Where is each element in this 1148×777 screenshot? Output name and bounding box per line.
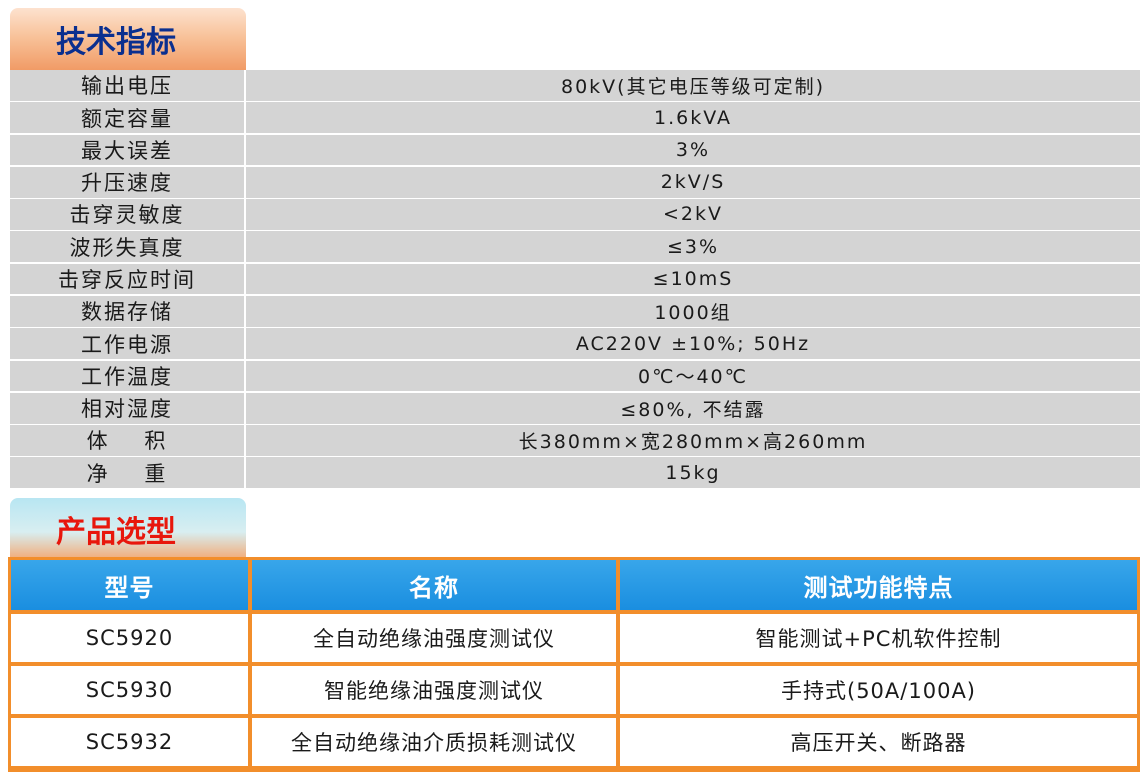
spec-value: 长380mm×宽280mm×高260mm xyxy=(246,425,1140,456)
model-name-cell: 全自动绝缘油介质损耗测试仪 xyxy=(252,718,616,766)
spec-label: 相对湿度 xyxy=(10,392,244,424)
spec-value: 2kV/S xyxy=(246,166,1140,198)
table-row: SC5930 智能绝缘油强度测试仪 手持式(50A/100A) xyxy=(11,666,1137,714)
spec-value: <2kV xyxy=(246,199,1140,230)
spec-label: 最大误差 xyxy=(10,134,244,166)
table-header-row: 型号 名称 测试功能特点 xyxy=(11,560,1137,610)
spec-row: 工作温度 0℃～40℃ xyxy=(10,360,1140,392)
model-name-cell: 全自动绝缘油强度测试仪 xyxy=(252,614,616,662)
model-features-cell: 手持式(50A/100A) xyxy=(620,666,1137,714)
spec-label: 数据存储 xyxy=(10,295,244,327)
spec-label: 波形失真度 xyxy=(10,231,244,263)
table-row: SC5920 全自动绝缘油强度测试仪 智能测试+PC机软件控制 xyxy=(11,614,1137,662)
spec-row: 击穿灵敏度 <2kV xyxy=(10,199,1140,230)
spec-row: 数据存储 1000组 xyxy=(10,295,1140,327)
model-features-cell: 智能测试+PC机软件控制 xyxy=(620,614,1137,662)
spec-value: 1.6kVA xyxy=(246,102,1140,133)
spec-label: 工作温度 xyxy=(10,360,244,392)
spec-label: 体 积 xyxy=(10,425,244,456)
models-section-title: 产品选型 xyxy=(10,498,246,560)
spec-value: ≤10mS xyxy=(246,263,1140,295)
spec-label: 输出电压 xyxy=(10,70,244,101)
spec-label: 击穿反应时间 xyxy=(10,263,244,295)
spec-row: 波形失真度 ≤3% xyxy=(10,231,1140,263)
spec-row: 净 重 15kg xyxy=(10,457,1140,489)
spec-value: 0℃～40℃ xyxy=(246,360,1140,392)
spec-label: 净 重 xyxy=(10,457,244,489)
spec-label: 额定容量 xyxy=(10,102,244,133)
spec-value: 15kg xyxy=(246,457,1140,489)
spec-value: 3% xyxy=(246,134,1140,166)
model-number-cell: SC5932 xyxy=(11,718,248,766)
spec-row: 最大误差 3% xyxy=(10,134,1140,166)
spec-label: 工作电源 xyxy=(10,328,244,359)
spec-value: 80kV(其它电压等级可定制) xyxy=(246,70,1140,101)
column-header-features: 测试功能特点 xyxy=(620,560,1137,610)
spec-row: 击穿反应时间 ≤10mS xyxy=(10,263,1140,295)
spec-row: 工作电源 AC220V ±10%; 50Hz xyxy=(10,328,1140,359)
spec-row: 额定容量 1.6kVA xyxy=(10,102,1140,133)
table-row: SC5932 全自动绝缘油介质损耗测试仪 高压开关、断路器 xyxy=(11,718,1137,766)
spec-row: 输出电压 80kV(其它电压等级可定制) xyxy=(10,70,1140,101)
spec-row: 升压速度 2kV/S xyxy=(10,166,1140,198)
model-number-cell: SC5930 xyxy=(11,666,248,714)
column-header-model: 型号 xyxy=(11,560,248,610)
spec-value: ≤80%, 不结露 xyxy=(246,392,1140,424)
models-table: 型号 名称 测试功能特点 SC5920 全自动绝缘油强度测试仪 智能测试+PC机… xyxy=(8,557,1140,772)
spec-value: AC220V ±10%; 50Hz xyxy=(246,328,1140,359)
spec-label: 升压速度 xyxy=(10,166,244,198)
spec-value: 1000组 xyxy=(246,295,1140,327)
spec-label: 击穿灵敏度 xyxy=(10,199,244,230)
model-features-cell: 高压开关、断路器 xyxy=(620,718,1137,766)
spec-value: ≤3% xyxy=(246,231,1140,263)
spec-row: 体 积 长380mm×宽280mm×高260mm xyxy=(10,425,1140,456)
model-number-cell: SC5920 xyxy=(11,614,248,662)
specs-section-title: 技术指标 xyxy=(10,8,246,70)
spec-row: 相对湿度 ≤80%, 不结露 xyxy=(10,392,1140,424)
column-header-name: 名称 xyxy=(252,560,616,610)
specs-table: 输出电压 80kV(其它电压等级可定制) 额定容量 1.6kVA 最大误差 3%… xyxy=(10,70,1140,490)
model-name-cell: 智能绝缘油强度测试仪 xyxy=(252,666,616,714)
